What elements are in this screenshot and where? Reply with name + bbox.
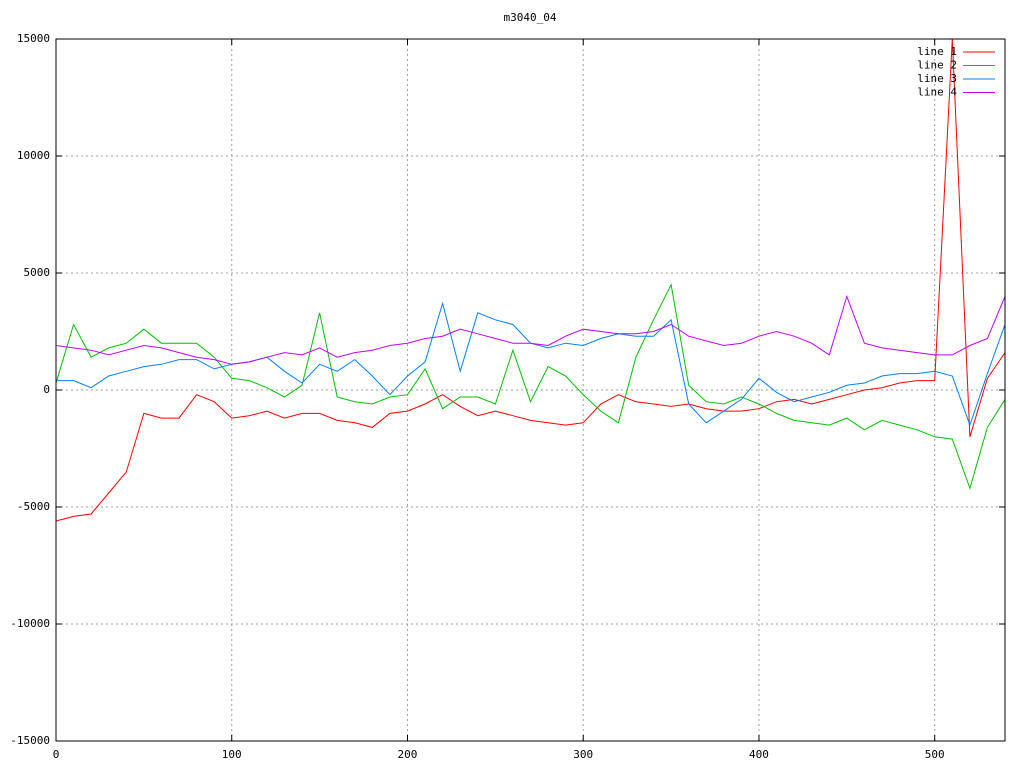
legend-label: line 3 (917, 72, 957, 85)
data-line (56, 294, 1005, 365)
x-tick-label: 200 (398, 748, 418, 761)
x-tick-label: 100 (222, 748, 242, 761)
data-line (56, 283, 1005, 490)
y-tick-label: -5000 (17, 500, 50, 513)
y-tick-label: 10000 (17, 149, 50, 162)
legend-label: line 1 (917, 45, 957, 58)
y-tick-label: 15000 (17, 32, 50, 45)
y-tick-label: 5000 (24, 266, 51, 279)
x-tick-label: 500 (925, 748, 945, 761)
y-tick-label: -15000 (10, 734, 50, 747)
plot-border (55, 38, 1006, 742)
x-tick-label: 300 (573, 748, 593, 761)
lines-layer (56, 39, 1005, 522)
y-tick-label: -10000 (10, 617, 50, 630)
y-tick-label: 0 (43, 383, 50, 396)
chart-title: m3040_04 (504, 11, 557, 24)
x-tick-label: 0 (53, 748, 60, 761)
data-line (56, 39, 1005, 522)
legend-label: line 4 (917, 86, 957, 99)
legend-label: line 2 (917, 59, 957, 72)
x-tick-label: 400 (749, 748, 769, 761)
